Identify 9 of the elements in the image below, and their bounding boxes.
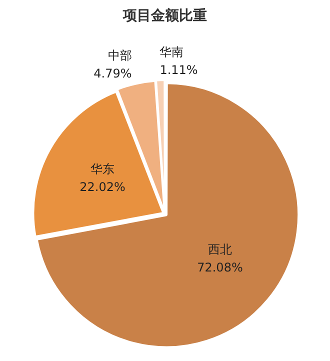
- slice-label: 西北: [208, 242, 232, 257]
- data-label: 1.11%: [160, 63, 198, 78]
- data-label: 4.79%: [94, 66, 132, 81]
- slice-label: 华南: [160, 45, 184, 60]
- data-label: 72.08%: [197, 260, 243, 275]
- slice-label: 中部: [108, 48, 132, 63]
- chart-title: 项目金额比重: [122, 7, 207, 24]
- slice-label: 华东: [90, 162, 115, 176]
- data-label: 22.02%: [80, 180, 126, 194]
